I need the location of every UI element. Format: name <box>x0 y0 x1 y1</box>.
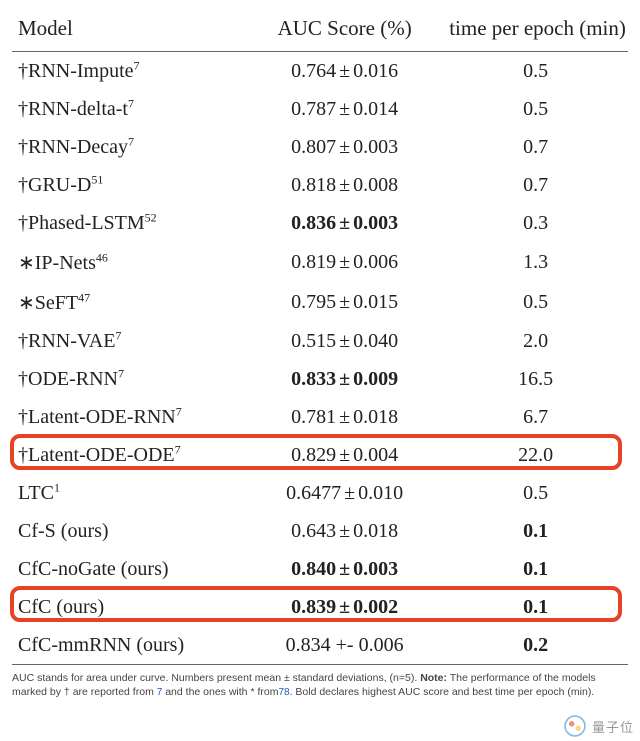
cell-time: 6.7 <box>443 398 628 436</box>
cell-model: †RNN-delta-t7 <box>12 90 246 128</box>
table-row: †GRU-D510.818±0.0080.7 <box>12 166 628 204</box>
table-row: ∗IP-Nets460.819±0.0061.3 <box>12 242 628 282</box>
cell-model: †Latent-ODE-RNN7 <box>12 398 246 436</box>
cell-auc: 0.795±0.015 <box>246 282 443 322</box>
caption-note-label: Note: <box>420 672 447 684</box>
cell-model: ∗SeFT47 <box>12 282 246 322</box>
cell-auc: 0.839±0.002 <box>246 588 443 626</box>
cell-time: 0.1 <box>443 512 628 550</box>
table-caption: AUC stands for area under curve. Numbers… <box>0 665 640 700</box>
cell-auc: 0.819±0.006 <box>246 242 443 282</box>
table-row: †RNN-VAE70.515±0.0402.0 <box>12 322 628 360</box>
cell-model: Cf-S (ours) <box>12 512 246 550</box>
cell-time: 0.5 <box>443 90 628 128</box>
table-row: LTC10.6477±0.0100.5 <box>12 474 628 512</box>
caption-ref-2: 78 <box>278 687 289 698</box>
cell-auc: 0.515±0.040 <box>246 322 443 360</box>
col-header-auc: AUC Score (%) <box>246 8 443 52</box>
cell-model: †RNN-VAE7 <box>12 322 246 360</box>
cell-auc: 0.787±0.014 <box>246 90 443 128</box>
cell-model: ∗IP-Nets46 <box>12 242 246 282</box>
cell-auc: 0.829±0.004 <box>246 436 443 474</box>
cell-model: CfC-noGate (ours) <box>12 550 246 588</box>
table-row: †RNN-Decay70.807±0.0030.7 <box>12 128 628 166</box>
table-body: †RNN-Impute70.764±0.0160.5†RNN-delta-t70… <box>12 52 628 665</box>
table-row: ∗SeFT470.795±0.0150.5 <box>12 282 628 322</box>
table-row: CfC-noGate (ours)0.840±0.0030.1 <box>12 550 628 588</box>
col-header-time: time per epoch (min) <box>443 8 628 52</box>
caption-text-4: . Bold declares highest AUC score and be… <box>290 686 595 698</box>
cell-model: †Phased-LSTM52 <box>12 204 246 242</box>
cell-model: †GRU-D51 <box>12 166 246 204</box>
table-row: †Phased-LSTM520.836±0.0030.3 <box>12 204 628 242</box>
cell-time: 1.3 <box>443 242 628 282</box>
table-row: CfC-mmRNN (ours)0.834 +- 0.0060.2 <box>12 626 628 665</box>
cell-auc: 0.764±0.016 <box>246 52 443 91</box>
qbit-logo-icon <box>564 715 586 737</box>
cell-model: †Latent-ODE-ODE7 <box>12 436 246 474</box>
table-header-row: Model AUC Score (%) time per epoch (min) <box>12 8 628 52</box>
cell-time: 22.0 <box>443 436 628 474</box>
cell-auc: 0.833±0.009 <box>246 360 443 398</box>
cell-auc: 0.781±0.018 <box>246 398 443 436</box>
cell-time: 0.3 <box>443 204 628 242</box>
cell-auc: 0.818±0.008 <box>246 166 443 204</box>
results-table: Model AUC Score (%) time per epoch (min)… <box>12 8 628 665</box>
table-row: †ODE-RNN70.833±0.00916.5 <box>12 360 628 398</box>
table-row: CfC (ours)0.839±0.0020.1 <box>12 588 628 626</box>
table-row: †Latent-ODE-RNN70.781±0.0186.7 <box>12 398 628 436</box>
cell-time: 0.7 <box>443 166 628 204</box>
cell-time: 2.0 <box>443 322 628 360</box>
table-row: †Latent-ODE-ODE70.829±0.00422.0 <box>12 436 628 474</box>
watermark-text: 量子位 <box>592 717 634 736</box>
caption-text-1: AUC stands for area under curve. Numbers… <box>12 672 420 684</box>
cell-time: 16.5 <box>443 360 628 398</box>
cell-time: 0.5 <box>443 474 628 512</box>
cell-auc: 0.834 +- 0.006 <box>246 626 443 665</box>
cell-time: 0.1 <box>443 588 628 626</box>
cell-model: CfC (ours) <box>12 588 246 626</box>
cell-model: †ODE-RNN7 <box>12 360 246 398</box>
cell-auc: 0.807±0.003 <box>246 128 443 166</box>
watermark: 量子位 <box>564 715 634 737</box>
cell-time: 0.7 <box>443 128 628 166</box>
cell-model: †RNN-Decay7 <box>12 128 246 166</box>
cell-auc: 0.6477±0.010 <box>246 474 443 512</box>
cell-auc: 0.836±0.003 <box>246 204 443 242</box>
cell-time: 0.5 <box>443 282 628 322</box>
caption-text-3: and the ones with * from <box>162 686 278 698</box>
table-row: †RNN-delta-t70.787±0.0140.5 <box>12 90 628 128</box>
cell-model: CfC-mmRNN (ours) <box>12 626 246 665</box>
col-header-model: Model <box>12 8 246 52</box>
results-table-wrap: Model AUC Score (%) time per epoch (min)… <box>0 0 640 665</box>
cell-model: LTC1 <box>12 474 246 512</box>
cell-auc: 0.643±0.018 <box>246 512 443 550</box>
cell-model: †RNN-Impute7 <box>12 52 246 91</box>
cell-time: 0.1 <box>443 550 628 588</box>
table-row: †RNN-Impute70.764±0.0160.5 <box>12 52 628 91</box>
table-row: Cf-S (ours)0.643±0.0180.1 <box>12 512 628 550</box>
cell-auc: 0.840±0.003 <box>246 550 443 588</box>
cell-time: 0.5 <box>443 52 628 91</box>
cell-time: 0.2 <box>443 626 628 665</box>
